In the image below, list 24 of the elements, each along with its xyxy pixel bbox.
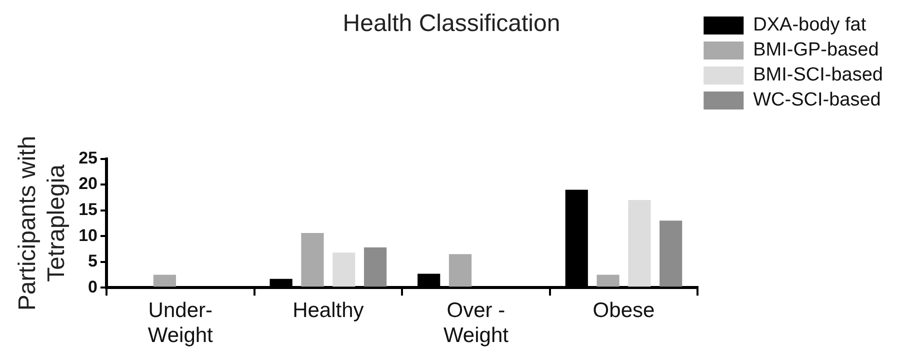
x-tick-label: Under- Weight — [148, 298, 214, 348]
bar — [448, 254, 472, 287]
y-tick-label: 5 — [88, 252, 98, 271]
x-tick-label: Healthy — [292, 298, 364, 322]
bar — [660, 220, 682, 287]
bar — [301, 232, 324, 287]
bar — [332, 252, 356, 287]
x-tick-label: Obese — [592, 298, 655, 322]
legend-label: WC-SCI-based — [753, 90, 881, 111]
x-tick-label: Over - Weight — [443, 298, 509, 348]
legend-label: BMI-GP-based — [753, 40, 879, 61]
chart-title: Health Classification — [342, 10, 560, 38]
y-tick-label: 20 — [78, 174, 98, 194]
legend-label: DXA-body fat — [753, 14, 867, 36]
y-tick-label: 10 — [78, 226, 98, 245]
y-tick-label: 15 — [78, 200, 98, 220]
legend-label: BMI-SCI-based — [753, 64, 883, 86]
bar — [364, 247, 387, 287]
bar — [596, 274, 620, 287]
y-tick-label: 0 — [88, 277, 98, 296]
bar — [153, 274, 176, 287]
y-axis-title: Participants with Tetraplegia — [14, 136, 70, 311]
bar — [628, 200, 651, 287]
y-tick-label: 25 — [78, 148, 98, 168]
